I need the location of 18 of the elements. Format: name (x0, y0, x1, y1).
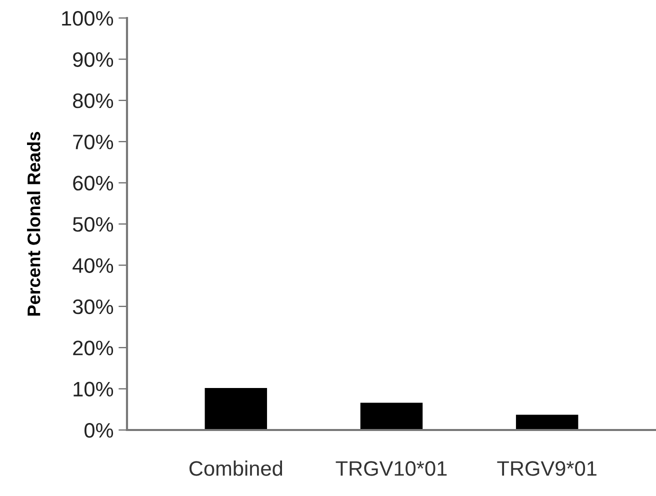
y-tick-label: 70% (73, 134, 114, 150)
x-tick-label: Combined (189, 460, 282, 476)
bar (360, 402, 423, 430)
y-tick-label: 90% (73, 52, 114, 67)
y-tick-label: 50% (72, 217, 114, 232)
y-tick-label: 20% (73, 340, 114, 356)
y-axis-title: Percent Clonal Reads (27, 132, 40, 316)
y-tick-label: 80% (73, 93, 114, 108)
x-tick-label: TRGV10*01 (336, 461, 447, 476)
y-tick-label: 0% (84, 423, 114, 438)
bar (204, 388, 268, 430)
y-tick-label: 100% (62, 11, 114, 26)
bar (516, 414, 578, 430)
y-tick-label: 40% (72, 258, 114, 273)
y-tick-label: 60% (73, 176, 114, 191)
x-tick-label: TRGV9*01 (497, 461, 596, 476)
y-tick-label: 30% (72, 299, 114, 314)
y-tick-label: 10% (74, 382, 114, 397)
